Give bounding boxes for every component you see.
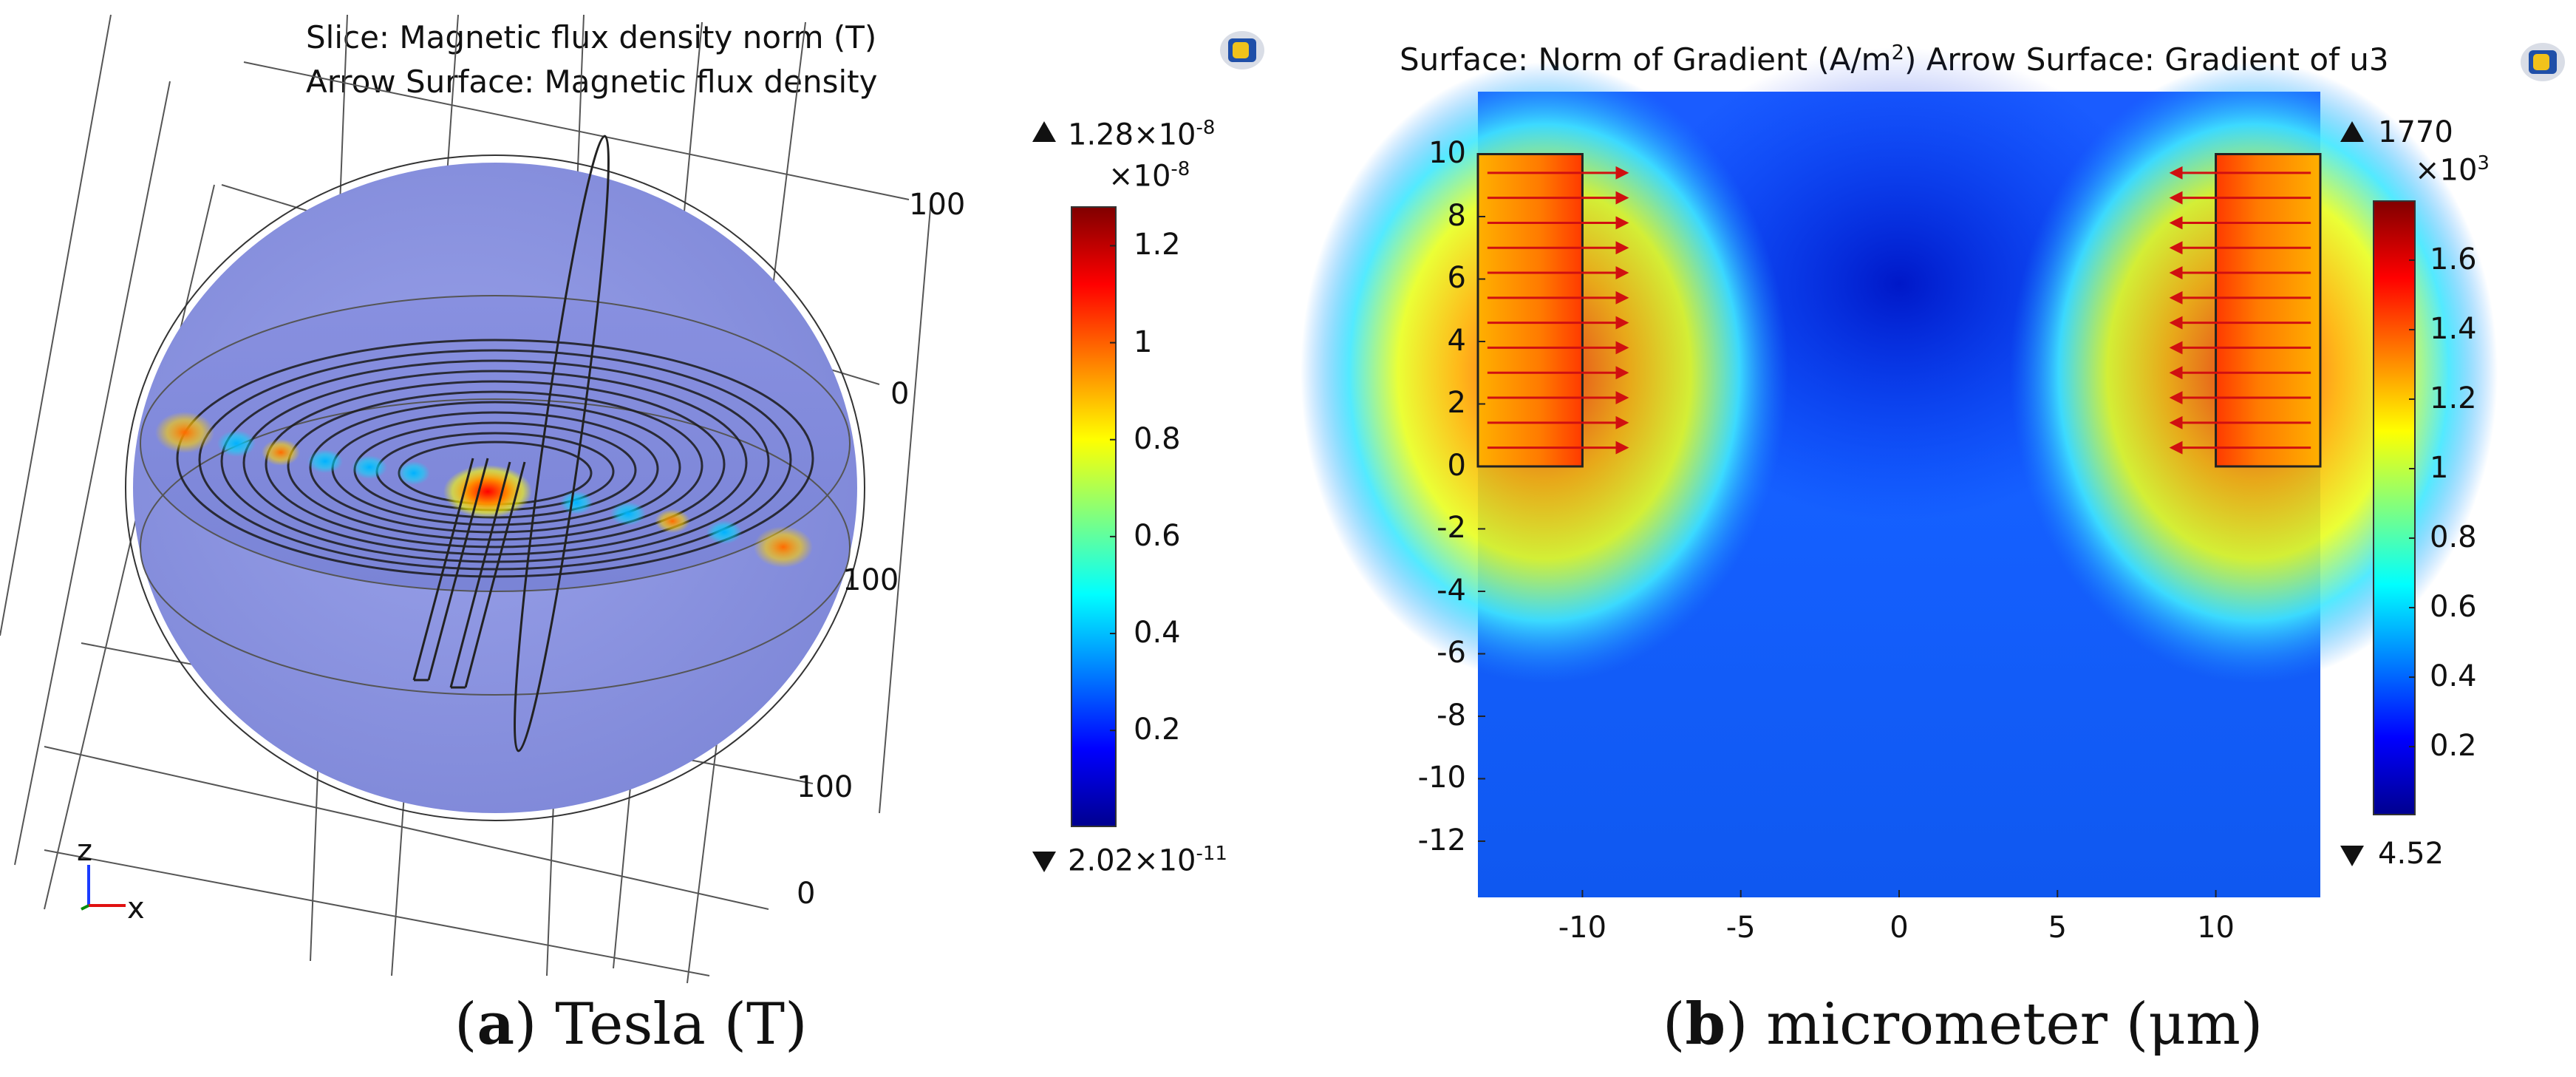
colorbar-multiplier: ×10-8 (1108, 158, 1190, 194)
electrode-region (1476, 152, 1584, 468)
y-tick-label: 6 (1447, 261, 1466, 296)
panel-b-plot-area (1301, 47, 2498, 897)
panel-a: Slice: Magnetic flux density norm (T) Ar… (0, 14, 1264, 1058)
y-tick-label: 10 (1428, 136, 1466, 171)
panel-b: Surface: Norm of Gradient (A/m2) Arrow S… (1301, 0, 2576, 1077)
colorbar-tick-label: 0.6 (1134, 518, 1181, 553)
colorbar-min-label: 4.52 (2378, 837, 2444, 871)
comsol-logo-icon (1220, 31, 1264, 69)
comsol-logo-icon (2521, 43, 2565, 81)
colorbar-tick-label: 0.2 (1134, 713, 1181, 747)
x-tick-label: -10 (1558, 911, 1607, 945)
axis-x-label: x (127, 891, 145, 925)
panel-a-title-line-2: Arrow Surface: Magnetic flux density (306, 64, 878, 100)
colorbar-tick-label: 1.6 (2430, 242, 2477, 276)
x-tick-label: 0 (1890, 911, 1909, 945)
colorbar-tick-label: 1.2 (2430, 381, 2477, 415)
colorbar-tick-label: 0.6 (2430, 590, 2477, 625)
colorbar-tick-label: 0.4 (1134, 616, 1181, 650)
colorbar-min-marker-icon (2340, 846, 2364, 866)
colorbar-max-marker-icon (2340, 121, 2364, 142)
axis-tick-label: 0 (890, 377, 910, 411)
colorbar-a (1071, 206, 1117, 827)
panel-b-caption: (b) micrometer (μm) (1663, 991, 2263, 1058)
x-tick-label: -5 (1725, 911, 1756, 945)
y-tick-label: -4 (1437, 573, 1466, 608)
axis-tick-label: 100 (909, 188, 966, 222)
colorbar-b (2373, 200, 2416, 815)
colorbar-tick-label: 1 (2430, 450, 2449, 485)
axis-tick-label: 100 (797, 770, 853, 804)
x-tick-label: 5 (2048, 911, 2067, 945)
y-tick-label: -2 (1437, 511, 1466, 546)
colorbar-tick-label: 0.4 (2430, 659, 2477, 694)
axes-triad-icon (81, 865, 126, 911)
panel-a-caption: (a) Tesla (T) (454, 991, 808, 1058)
axis-tick-label: 100 (842, 563, 899, 597)
colorbar-tick-label: 1.4 (2430, 311, 2477, 346)
y-tick-label: 4 (1447, 323, 1466, 358)
y-tick-label: -10 (1417, 761, 1466, 795)
panel-a-3d-scene (0, 14, 932, 984)
colorbar-max-label: 1770 (2378, 115, 2453, 149)
y-tick-label: -12 (1417, 823, 1466, 857)
colorbar-tick-label: 1.2 (1134, 228, 1181, 262)
electrode-region (2215, 152, 2322, 468)
colorbar-tick-label: 1 (1134, 325, 1153, 359)
colorbar-tick-label: 0.8 (2430, 520, 2477, 555)
colorbar-max-marker-icon (1032, 121, 1056, 142)
axis-tick-label: 0 (797, 877, 816, 911)
colorbar-min-marker-icon (1032, 852, 1056, 872)
panel-a-title-line-1: Slice: Magnetic flux density norm (T) (306, 19, 877, 55)
colorbar-min-label: 2.02×10-11 (1068, 843, 1227, 878)
y-tick-label: 8 (1447, 198, 1466, 233)
colorbar-max-label: 1.28×10-8 (1068, 117, 1216, 152)
axis-z-label: z (77, 834, 92, 868)
y-tick-label: 0 (1447, 448, 1466, 483)
colorbar-multiplier: ×103 (2415, 152, 2490, 188)
panel-b-title: Surface: Norm of Gradient (A/m2) Arrow S… (1400, 41, 2389, 78)
colorbar-tick-label: 0.2 (2430, 729, 2477, 764)
colorbar-tick-label: 0.8 (1134, 421, 1181, 456)
y-tick-label: -6 (1437, 636, 1466, 670)
y-tick-label: 2 (1447, 386, 1466, 421)
y-tick-label: -8 (1437, 698, 1466, 733)
x-tick-label: 10 (2197, 911, 2235, 945)
